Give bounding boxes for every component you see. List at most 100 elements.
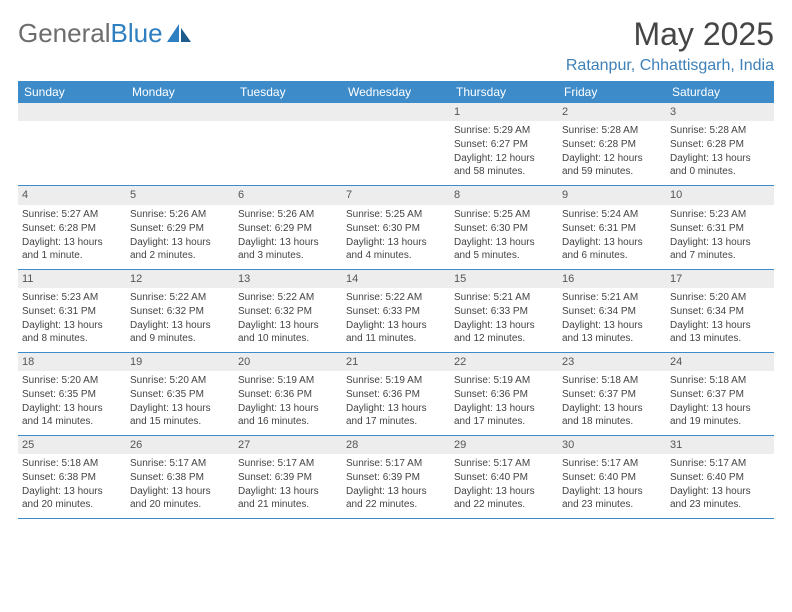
day-number: 20 xyxy=(234,353,342,371)
day-cell: 26Sunrise: 5:17 AMSunset: 6:38 PMDayligh… xyxy=(126,436,234,518)
day-cell: 14Sunrise: 5:22 AMSunset: 6:33 PMDayligh… xyxy=(342,270,450,352)
day-cell: 6Sunrise: 5:26 AMSunset: 6:29 PMDaylight… xyxy=(234,186,342,268)
day-number xyxy=(126,103,234,121)
day-number xyxy=(234,103,342,121)
sunset-line: Sunset: 6:36 PM xyxy=(346,388,446,401)
sunset-line: Sunset: 6:36 PM xyxy=(238,388,338,401)
daylight-line: Daylight: 13 hours and 17 minutes. xyxy=(346,402,446,428)
sunrise-line: Sunrise: 5:17 AM xyxy=(670,457,770,470)
day-number: 30 xyxy=(558,436,666,454)
day-number: 11 xyxy=(18,270,126,288)
day-cell xyxy=(126,103,234,185)
weekday-header: Thursday xyxy=(450,81,558,103)
sunrise-line: Sunrise: 5:18 AM xyxy=(562,374,662,387)
calendar: Sunday Monday Tuesday Wednesday Thursday… xyxy=(18,81,774,519)
sunrise-line: Sunrise: 5:19 AM xyxy=(454,374,554,387)
sunrise-line: Sunrise: 5:22 AM xyxy=(346,291,446,304)
daylight-line: Daylight: 13 hours and 4 minutes. xyxy=(346,236,446,262)
daylight-line: Daylight: 13 hours and 1 minute. xyxy=(22,236,122,262)
day-number: 2 xyxy=(558,103,666,121)
brand-part2: Blue xyxy=(111,18,163,49)
sunset-line: Sunset: 6:34 PM xyxy=(670,305,770,318)
day-cell: 20Sunrise: 5:19 AMSunset: 6:36 PMDayligh… xyxy=(234,353,342,435)
week-row: 25Sunrise: 5:18 AMSunset: 6:38 PMDayligh… xyxy=(18,436,774,519)
day-cell: 16Sunrise: 5:21 AMSunset: 6:34 PMDayligh… xyxy=(558,270,666,352)
day-number: 4 xyxy=(18,186,126,204)
daylight-line: Daylight: 13 hours and 13 minutes. xyxy=(562,319,662,345)
sunset-line: Sunset: 6:37 PM xyxy=(670,388,770,401)
day-number: 26 xyxy=(126,436,234,454)
daylight-line: Daylight: 13 hours and 22 minutes. xyxy=(346,485,446,511)
weekday-header: Wednesday xyxy=(342,81,450,103)
sunset-line: Sunset: 6:37 PM xyxy=(562,388,662,401)
sunrise-line: Sunrise: 5:21 AM xyxy=(454,291,554,304)
day-number: 19 xyxy=(126,353,234,371)
day-number: 27 xyxy=(234,436,342,454)
sunrise-line: Sunrise: 5:28 AM xyxy=(562,124,662,137)
daylight-line: Daylight: 13 hours and 19 minutes. xyxy=(670,402,770,428)
sunrise-line: Sunrise: 5:19 AM xyxy=(346,374,446,387)
day-number: 12 xyxy=(126,270,234,288)
sunset-line: Sunset: 6:39 PM xyxy=(346,471,446,484)
day-number: 3 xyxy=(666,103,774,121)
day-number: 9 xyxy=(558,186,666,204)
daylight-line: Daylight: 13 hours and 0 minutes. xyxy=(670,152,770,178)
day-number: 15 xyxy=(450,270,558,288)
sunrise-line: Sunrise: 5:17 AM xyxy=(346,457,446,470)
daylight-line: Daylight: 13 hours and 17 minutes. xyxy=(454,402,554,428)
sunrise-line: Sunrise: 5:20 AM xyxy=(22,374,122,387)
daylight-line: Daylight: 13 hours and 20 minutes. xyxy=(22,485,122,511)
weekday-header-row: Sunday Monday Tuesday Wednesday Thursday… xyxy=(18,81,774,103)
page-header: GeneralBlue May 2025 Ratanpur, Chhattisg… xyxy=(18,16,774,75)
sunset-line: Sunset: 6:34 PM xyxy=(562,305,662,318)
sunset-line: Sunset: 6:28 PM xyxy=(562,138,662,151)
sunset-line: Sunset: 6:33 PM xyxy=(454,305,554,318)
day-cell: 8Sunrise: 5:25 AMSunset: 6:30 PMDaylight… xyxy=(450,186,558,268)
day-number: 17 xyxy=(666,270,774,288)
day-number: 28 xyxy=(342,436,450,454)
daylight-line: Daylight: 13 hours and 23 minutes. xyxy=(562,485,662,511)
day-cell: 10Sunrise: 5:23 AMSunset: 6:31 PMDayligh… xyxy=(666,186,774,268)
daylight-line: Daylight: 13 hours and 11 minutes. xyxy=(346,319,446,345)
sunrise-line: Sunrise: 5:17 AM xyxy=(130,457,230,470)
title-block: May 2025 Ratanpur, Chhattisgarh, India xyxy=(566,16,774,75)
daylight-line: Daylight: 12 hours and 58 minutes. xyxy=(454,152,554,178)
day-cell: 22 Sunrise: 5:19 AMSunset: 6:36 PMDayligh… xyxy=(450,353,558,435)
daylight-line: Daylight: 13 hours and 21 minutes. xyxy=(238,485,338,511)
day-cell: 25Sunrise: 5:18 AMSunset: 6:38 PMDayligh… xyxy=(18,436,126,518)
day-number: 22 xyxy=(450,353,558,371)
day-number: 21 xyxy=(342,353,450,371)
sunset-line: Sunset: 6:28 PM xyxy=(22,222,122,235)
daylight-line: Daylight: 13 hours and 13 minutes. xyxy=(670,319,770,345)
sunrise-line: Sunrise: 5:23 AM xyxy=(670,208,770,221)
day-number: 1 xyxy=(450,103,558,121)
sunset-line: Sunset: 6:30 PM xyxy=(346,222,446,235)
day-number: 18 xyxy=(18,353,126,371)
daylight-line: Daylight: 13 hours and 3 minutes. xyxy=(238,236,338,262)
day-cell xyxy=(18,103,126,185)
sunset-line: Sunset: 6:32 PM xyxy=(238,305,338,318)
day-cell: 11Sunrise: 5:23 AMSunset: 6:31 PMDayligh… xyxy=(18,270,126,352)
sunset-line: Sunset: 6:40 PM xyxy=(562,471,662,484)
daylight-line: Daylight: 13 hours and 14 minutes. xyxy=(22,402,122,428)
daylight-line: Daylight: 13 hours and 16 minutes. xyxy=(238,402,338,428)
sunset-line: Sunset: 6:36 PM xyxy=(454,388,554,401)
day-cell: 3Sunrise: 5:28 AMSunset: 6:28 PMDaylight… xyxy=(666,103,774,185)
sunset-line: Sunset: 6:40 PM xyxy=(670,471,770,484)
sunset-line: Sunset: 6:33 PM xyxy=(346,305,446,318)
location-label: Ratanpur, Chhattisgarh, India xyxy=(566,57,774,75)
day-cell: 31Sunrise: 5:17 AMSunset: 6:40 PMDayligh… xyxy=(666,436,774,518)
sunset-line: Sunset: 6:28 PM xyxy=(670,138,770,151)
day-cell: 21 Sunrise: 5:19 AMSunset: 6:36 PMDayligh… xyxy=(342,353,450,435)
weekday-header: Friday xyxy=(558,81,666,103)
sunrise-line: Sunrise: 5:26 AM xyxy=(238,208,338,221)
brand-logo: GeneralBlue xyxy=(18,18,193,49)
week-row: 18Sunrise: 5:20 AMSunset: 6:35 PMDayligh… xyxy=(18,353,774,436)
week-row: 11Sunrise: 5:23 AMSunset: 6:31 PMDayligh… xyxy=(18,270,774,353)
sunset-line: Sunset: 6:27 PM xyxy=(454,138,554,151)
day-cell: 13Sunrise: 5:22 AMSunset: 6:32 PMDayligh… xyxy=(234,270,342,352)
day-cell: 24Sunrise: 5:18 AMSunset: 6:37 PMDayligh… xyxy=(666,353,774,435)
day-cell: 17Sunrise: 5:20 AMSunset: 6:34 PMDayligh… xyxy=(666,270,774,352)
day-number: 13 xyxy=(234,270,342,288)
sunrise-line: Sunrise: 5:29 AM xyxy=(454,124,554,137)
